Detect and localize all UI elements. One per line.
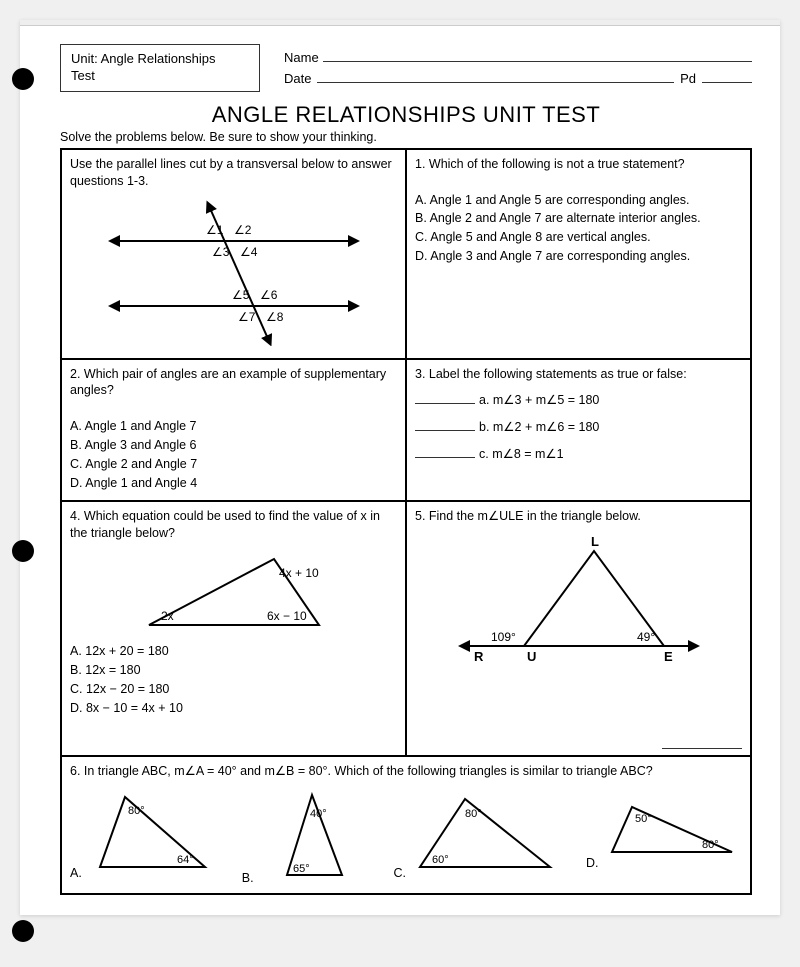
q5-triangle: L U E R 109° 49° <box>449 531 709 671</box>
name-area: Name Date Pd <box>284 44 752 86</box>
svg-text:64°: 64° <box>177 854 194 866</box>
q4-triangle: 4x + 10 2x 6x − 10 <box>119 547 349 637</box>
q2-opt-b: B. Angle 3 and Angle 6 <box>70 437 397 454</box>
date-label: Date <box>284 71 311 86</box>
angle-label: ∠2 <box>234 223 252 237</box>
q4-opt-d: D. 8x − 10 = 4x + 10 <box>70 700 397 717</box>
angle-label: ∠3 <box>212 245 230 259</box>
binder-hole <box>12 68 34 90</box>
q4-opt-b: B. 12x = 180 <box>70 662 397 679</box>
q3a-blank[interactable] <box>415 392 475 404</box>
q6-prompt: 6. In triangle ABC, m∠A = 40° and m∠B = … <box>70 763 742 780</box>
svg-text:6x − 10: 6x − 10 <box>267 609 307 623</box>
svg-text:40°: 40° <box>310 808 327 820</box>
q2-opt-d: D. Angle 1 and Angle 4 <box>70 475 397 492</box>
svg-text:E: E <box>664 649 673 664</box>
svg-text:109°: 109° <box>491 630 516 644</box>
unit-box: Unit: Angle Relationships Test <box>60 44 260 92</box>
binder-hole <box>12 540 34 562</box>
binder-hole <box>12 920 34 942</box>
q4-opt-c: C. 12x − 20 = 180 <box>70 681 397 698</box>
svg-text:2x: 2x <box>161 609 174 623</box>
q2-opt-a: A. Angle 1 and Angle 7 <box>70 418 397 435</box>
pd-blank[interactable] <box>702 69 752 83</box>
svg-text:4x + 10: 4x + 10 <box>279 566 319 580</box>
unit-line-2: Test <box>71 68 249 85</box>
q6-opt-a: A. 80° 64° <box>70 787 215 887</box>
header: Unit: Angle Relationships Test Name Date… <box>60 44 752 92</box>
angle-label: ∠1 <box>206 223 224 237</box>
svg-text:80°: 80° <box>128 805 145 817</box>
q1-opt-d: D. Angle 3 and Angle 7 are corresponding… <box>415 248 742 265</box>
q3c-blank[interactable] <box>415 446 475 458</box>
q1-opt-a: A. Angle 1 and Angle 5 are corresponding… <box>415 192 742 209</box>
date-blank[interactable] <box>317 69 674 83</box>
worksheet-page: Unit: Angle Relationships Test Name Date… <box>20 20 780 915</box>
cell-q2: 2. Which pair of angles are an example o… <box>61 359 406 501</box>
q4-prompt: 4. Which equation could be used to find … <box>70 508 397 542</box>
cell-q1: 1. Which of the following is not a true … <box>406 149 751 359</box>
q3-c: c. m∠8 = m∠1 <box>479 447 564 461</box>
svg-text:L: L <box>591 534 599 549</box>
q6-opt-b: B. 40° 65° <box>242 787 367 887</box>
q4-opt-a: A. 12x + 20 = 180 <box>70 643 397 660</box>
pd-label: Pd <box>680 71 696 86</box>
angle-label: ∠4 <box>240 245 258 259</box>
cell-intro: Use the parallel lines cut by a transver… <box>61 149 406 359</box>
q3-a: a. m∠3 + m∠5 = 180 <box>479 393 599 407</box>
q2-opt-c: C. Angle 2 and Angle 7 <box>70 456 397 473</box>
scan-edge <box>20 20 780 26</box>
svg-text:R: R <box>474 649 484 664</box>
cell-q6: 6. In triangle ABC, m∠A = 40° and m∠B = … <box>61 756 751 895</box>
instructions: Solve the problems below. Be sure to sho… <box>60 130 752 144</box>
q5-answer-blank[interactable] <box>662 737 742 749</box>
q3-b: b. m∠2 + m∠6 = 180 <box>479 420 599 434</box>
page-title: ANGLE RELATIONSHIPS UNIT TEST <box>60 102 752 128</box>
svg-text:49°: 49° <box>637 630 655 644</box>
q1-opt-b: B. Angle 2 and Angle 7 are alternate int… <box>415 210 742 227</box>
svg-text:U: U <box>527 649 536 664</box>
name-label: Name <box>284 50 319 65</box>
svg-text:80°: 80° <box>465 808 482 820</box>
q6-opt-d: D. 50° 80° <box>586 787 742 887</box>
q3-prompt: 3. Label the following statements as tru… <box>415 366 742 383</box>
q1-prompt: 1. Which of the following is not a true … <box>415 156 742 173</box>
question-grid: Use the parallel lines cut by a transver… <box>60 148 752 896</box>
cell-q3: 3. Label the following statements as tru… <box>406 359 751 501</box>
angle-label: ∠7 <box>238 310 256 324</box>
q5-prompt: 5. Find the m∠ULE in the triangle below. <box>415 508 742 525</box>
q3b-blank[interactable] <box>415 419 475 431</box>
intro-text: Use the parallel lines cut by a transver… <box>70 156 397 190</box>
parallel-lines-diagram: ∠1 ∠2 ∠3 ∠4 ∠5 ∠6 ∠7 ∠8 <box>104 196 364 346</box>
unit-line-1: Unit: Angle Relationships <box>71 51 249 68</box>
cell-q4: 4. Which equation could be used to find … <box>61 501 406 756</box>
svg-text:60°: 60° <box>432 854 449 866</box>
cell-q5: 5. Find the m∠ULE in the triangle below.… <box>406 501 751 756</box>
angle-label: ∠6 <box>260 288 278 302</box>
name-blank[interactable] <box>323 48 752 62</box>
angle-label: ∠5 <box>232 288 250 302</box>
angle-label: ∠8 <box>266 310 284 324</box>
q6-opt-c: C. 80° 60° <box>394 787 560 887</box>
q2-prompt: 2. Which pair of angles are an example o… <box>70 366 397 400</box>
svg-text:80°: 80° <box>702 839 719 851</box>
svg-text:50°: 50° <box>635 813 652 825</box>
q1-opt-c: C. Angle 5 and Angle 8 are vertical angl… <box>415 229 742 246</box>
svg-text:65°: 65° <box>293 863 310 875</box>
